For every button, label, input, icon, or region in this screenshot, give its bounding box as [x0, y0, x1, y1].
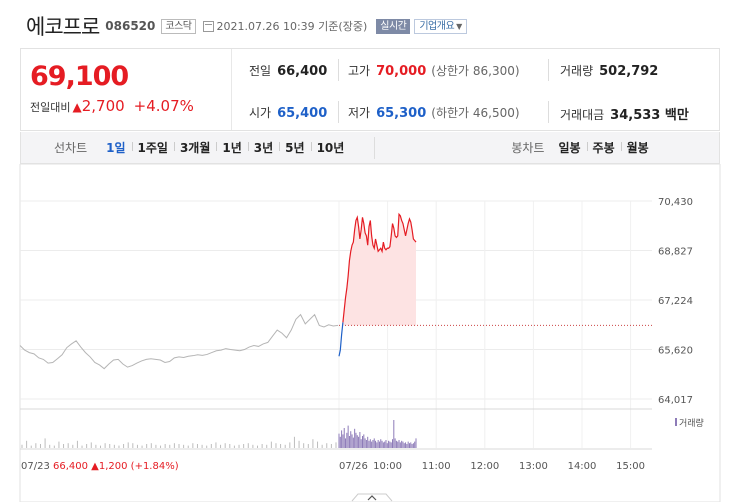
y-tick-label: 65,620 [658, 346, 693, 357]
stat-high: 고가 70,000 (상한가 86,300) [348, 62, 520, 79]
volume-legend-swatch [675, 418, 677, 426]
stat-low: 저가 65,300 (하한가 46,500) [348, 104, 520, 121]
y-tick-label: 67,224 [658, 296, 693, 307]
stat-label: 시가 [249, 106, 272, 120]
stat-amount: 거래대금 34,533 백만 [560, 104, 689, 123]
x-tick-label: 14:00 [568, 461, 597, 472]
y-tick-label: 68,827 [658, 247, 693, 258]
market-badge: 코스닥 [161, 18, 196, 34]
upper-limit: (상한가 86,300) [431, 64, 520, 78]
stock-name: 에코프로 [26, 15, 100, 39]
current-price-panel: 69,100 전일대비 ▲ 2,700 +4.07% [21, 49, 231, 130]
calendar-icon [202, 20, 214, 32]
x-tick-label: 10:00 [373, 461, 402, 472]
chevron-up-icon [367, 495, 377, 501]
stat-volume: 거래량 502,792 [560, 62, 658, 79]
change-value: 2,700 [81, 97, 125, 115]
tab-3year[interactable]: 3년 [247, 139, 279, 156]
prev-day-date: 07/23 [21, 461, 50, 472]
divider [548, 101, 549, 123]
stat-label: 저가 [348, 106, 371, 120]
y-tick-label: 70,430 [658, 197, 693, 208]
current-price: 69,100 [30, 61, 129, 92]
tab-1day[interactable]: 1일 [106, 141, 126, 155]
collapse-tab [351, 493, 393, 502]
today-line-down [338, 322, 344, 357]
tab-10year[interactable]: 10년 [310, 139, 351, 156]
chevron-down-icon: ▼ [456, 21, 462, 31]
divider [338, 59, 339, 81]
x-tick-label: 13:00 [519, 461, 548, 472]
lower-limit: (하한가 46,500) [431, 106, 520, 120]
line-chart-label: 선차트 [54, 141, 88, 155]
volume-legend: 거래량 [679, 417, 704, 429]
stat-value: 65,300 [376, 106, 427, 121]
company-overview-label: 기업개요 [419, 20, 455, 32]
up-arrow-icon: ▲ [72, 100, 82, 114]
divider [374, 136, 376, 159]
divider [548, 59, 549, 81]
realtime-button[interactable]: 실시간 [376, 18, 411, 34]
tab-5year[interactable]: 5년 [279, 139, 310, 156]
tab-1year[interactable]: 1년 [216, 139, 247, 156]
tab-3month[interactable]: 3개월 [173, 139, 216, 156]
stat-value: 34,533 백만 [610, 108, 689, 123]
stat-value: 70,000 [376, 64, 427, 79]
x-tick-label: 15:00 [616, 461, 645, 472]
price-chart-svg: 70,430 68,827 67,224 65,620 64,017 거래량 07/23 66… [19, 163, 721, 502]
prev-day-summary: 66,400 ▲1,200 (+1.84%) [53, 461, 179, 472]
divider [338, 101, 339, 123]
stat-open: 시가 65,400 [249, 104, 327, 121]
timestamp: 2021.07.26 10:39 기준(장중) [216, 20, 368, 33]
price-chart: 70,430 68,827 67,224 65,620 64,017 거래량 07/23 66… [0, 163, 733, 502]
change-percent: +4.07% [133, 97, 194, 115]
stock-code: 086520 [105, 19, 156, 33]
stock-header: 에코프로 086520 코스닥 2021.07.26 10:39 기준(장중) … [26, 12, 467, 40]
price-stats: 전일 66,400 고가 70,000 (상한가 86,300) 거래량 502… [231, 49, 719, 130]
tab-1week[interactable]: 1주일 [131, 139, 174, 156]
gain-area [339, 214, 416, 326]
x-tick-label: 11:00 [422, 461, 451, 472]
stat-label: 고가 [348, 64, 371, 78]
tab-monthly-candle[interactable]: 월봉 [620, 139, 655, 156]
today-line-up [342, 212, 417, 323]
stat-prev-close: 전일 66,400 [249, 62, 327, 79]
tab-weekly-candle[interactable]: 주봉 [586, 139, 621, 156]
today-date: 07/26 [339, 461, 368, 472]
stat-label: 거래대금 [560, 108, 605, 122]
stat-value: 65,400 [277, 106, 328, 121]
stat-label: 전일 [249, 64, 272, 78]
stat-value: 66,400 [277, 64, 328, 79]
stat-value: 502,792 [599, 64, 659, 79]
prev-day-line [19, 313, 339, 370]
price-change: 전일대비 ▲ 2,700 +4.07% [30, 97, 231, 115]
collapse-toggle[interactable] [351, 493, 393, 502]
y-tick-label: 64,017 [658, 395, 693, 406]
price-summary: 69,100 전일대비 ▲ 2,700 +4.07% 전일 66,400 고가 … [20, 48, 720, 131]
stat-label: 거래량 [560, 64, 594, 78]
tab-daily-candle[interactable]: 일봉 [558, 141, 581, 155]
chart-frame [19, 163, 721, 502]
company-overview-button[interactable]: 기업개요 ▼ [414, 18, 467, 34]
candle-chart-label: 봉차트 [511, 141, 545, 155]
change-label: 전일대비 [30, 101, 71, 114]
x-tick-label: 12:00 [470, 461, 499, 472]
period-tabs: 선차트 1일 1주일 3개월 1년 3년 5년 10년 봉차트 일봉 주봉 월봉 [20, 132, 720, 164]
